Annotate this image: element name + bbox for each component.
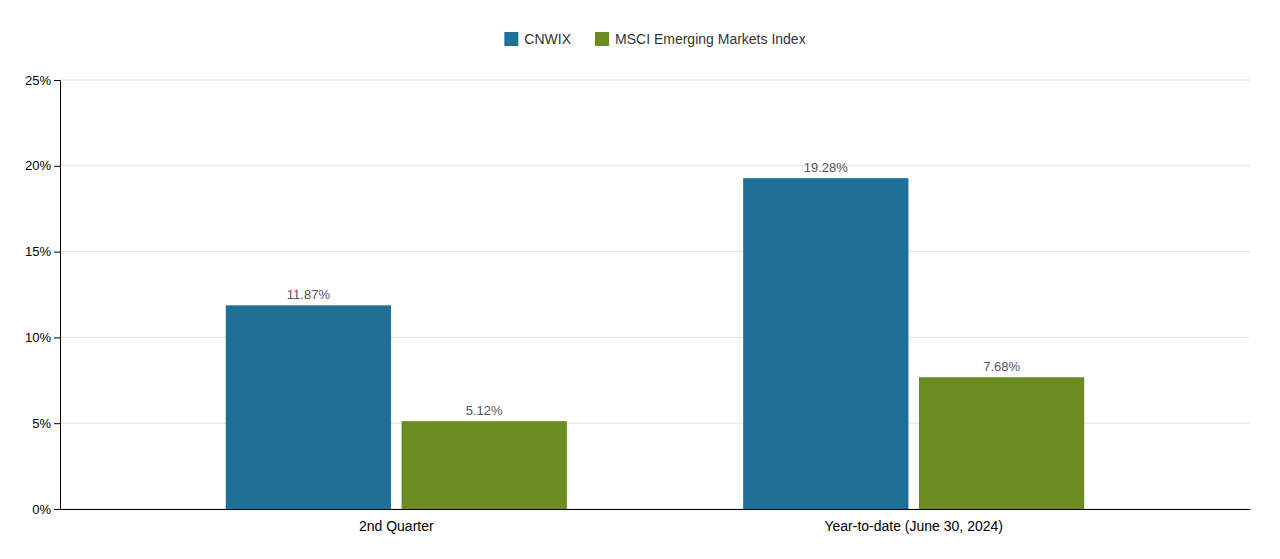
data-label: 11.87% <box>287 287 331 302</box>
y-tick: 5% <box>32 416 60 431</box>
data-label: 5.12% <box>466 403 503 418</box>
bar <box>919 377 1084 509</box>
y-tick-mark <box>54 337 60 338</box>
chart: 0% 5% 10% 15% 20% 25% 11.87% 19.28% 5.12% 7.68% 2n… <box>0 0 1280 559</box>
grid-line <box>60 80 1250 81</box>
y-tick-mark <box>54 166 60 167</box>
bar <box>743 178 908 509</box>
legend-label: CNWIX <box>524 31 571 47</box>
data-label: 19.28% <box>804 160 849 175</box>
y-tick-label: 20% <box>25 158 51 173</box>
x-tick-label: 2nd Quarter <box>359 518 434 534</box>
legend: CNWIX MSCI Emerging Markets Index <box>504 31 805 47</box>
y-tick-label: 15% <box>25 244 51 259</box>
x-tick: Year-to-date (June 30, 2024) <box>824 509 1003 534</box>
y-tick-label: 10% <box>25 330 51 345</box>
x-tick-label: Year-to-date (June 30, 2024) <box>824 518 1003 534</box>
legend-label: MSCI Emerging Markets Index <box>615 31 806 47</box>
y-tick-mark <box>54 423 60 424</box>
bar <box>402 421 567 509</box>
x-axis: 2nd Quarter Year-to-date (June 30, 2024) <box>61 509 1251 534</box>
legend-swatch <box>504 32 518 46</box>
x-axis-line <box>61 509 1251 510</box>
grid-line <box>60 251 1250 252</box>
y-tick: 10% <box>25 330 60 345</box>
y-tick-label: 0% <box>32 502 51 517</box>
y-axis: 0% 5% 10% 15% 20% 25% <box>25 73 61 517</box>
y-tick-label: 5% <box>32 416 51 431</box>
bar <box>226 305 391 509</box>
y-tick-mark <box>54 509 60 510</box>
y-tick-mark <box>54 80 60 81</box>
grid <box>60 80 1250 509</box>
y-tick: 0% <box>32 502 60 517</box>
legend-item: MSCI Emerging Markets Index <box>595 31 806 47</box>
y-tick-label: 25% <box>25 73 51 88</box>
data-label: 7.68% <box>983 359 1020 374</box>
grid-line <box>60 165 1250 166</box>
y-tick-mark <box>54 252 60 253</box>
legend-item: CNWIX <box>504 31 571 47</box>
plot: 0% 5% 10% 15% 20% 25% 11.87% 19.28% 5.12% 7.68% 2n… <box>25 73 1251 534</box>
data-labels: 11.87% 19.28% 5.12% 7.68% <box>287 160 1021 418</box>
y-tick: 25% <box>25 73 60 88</box>
y-tick: 20% <box>25 158 60 173</box>
y-axis-line <box>54 81 61 510</box>
bars <box>226 178 1084 509</box>
y-tick: 15% <box>25 244 60 259</box>
legend-swatch <box>595 32 609 46</box>
x-tick: 2nd Quarter <box>359 509 434 534</box>
